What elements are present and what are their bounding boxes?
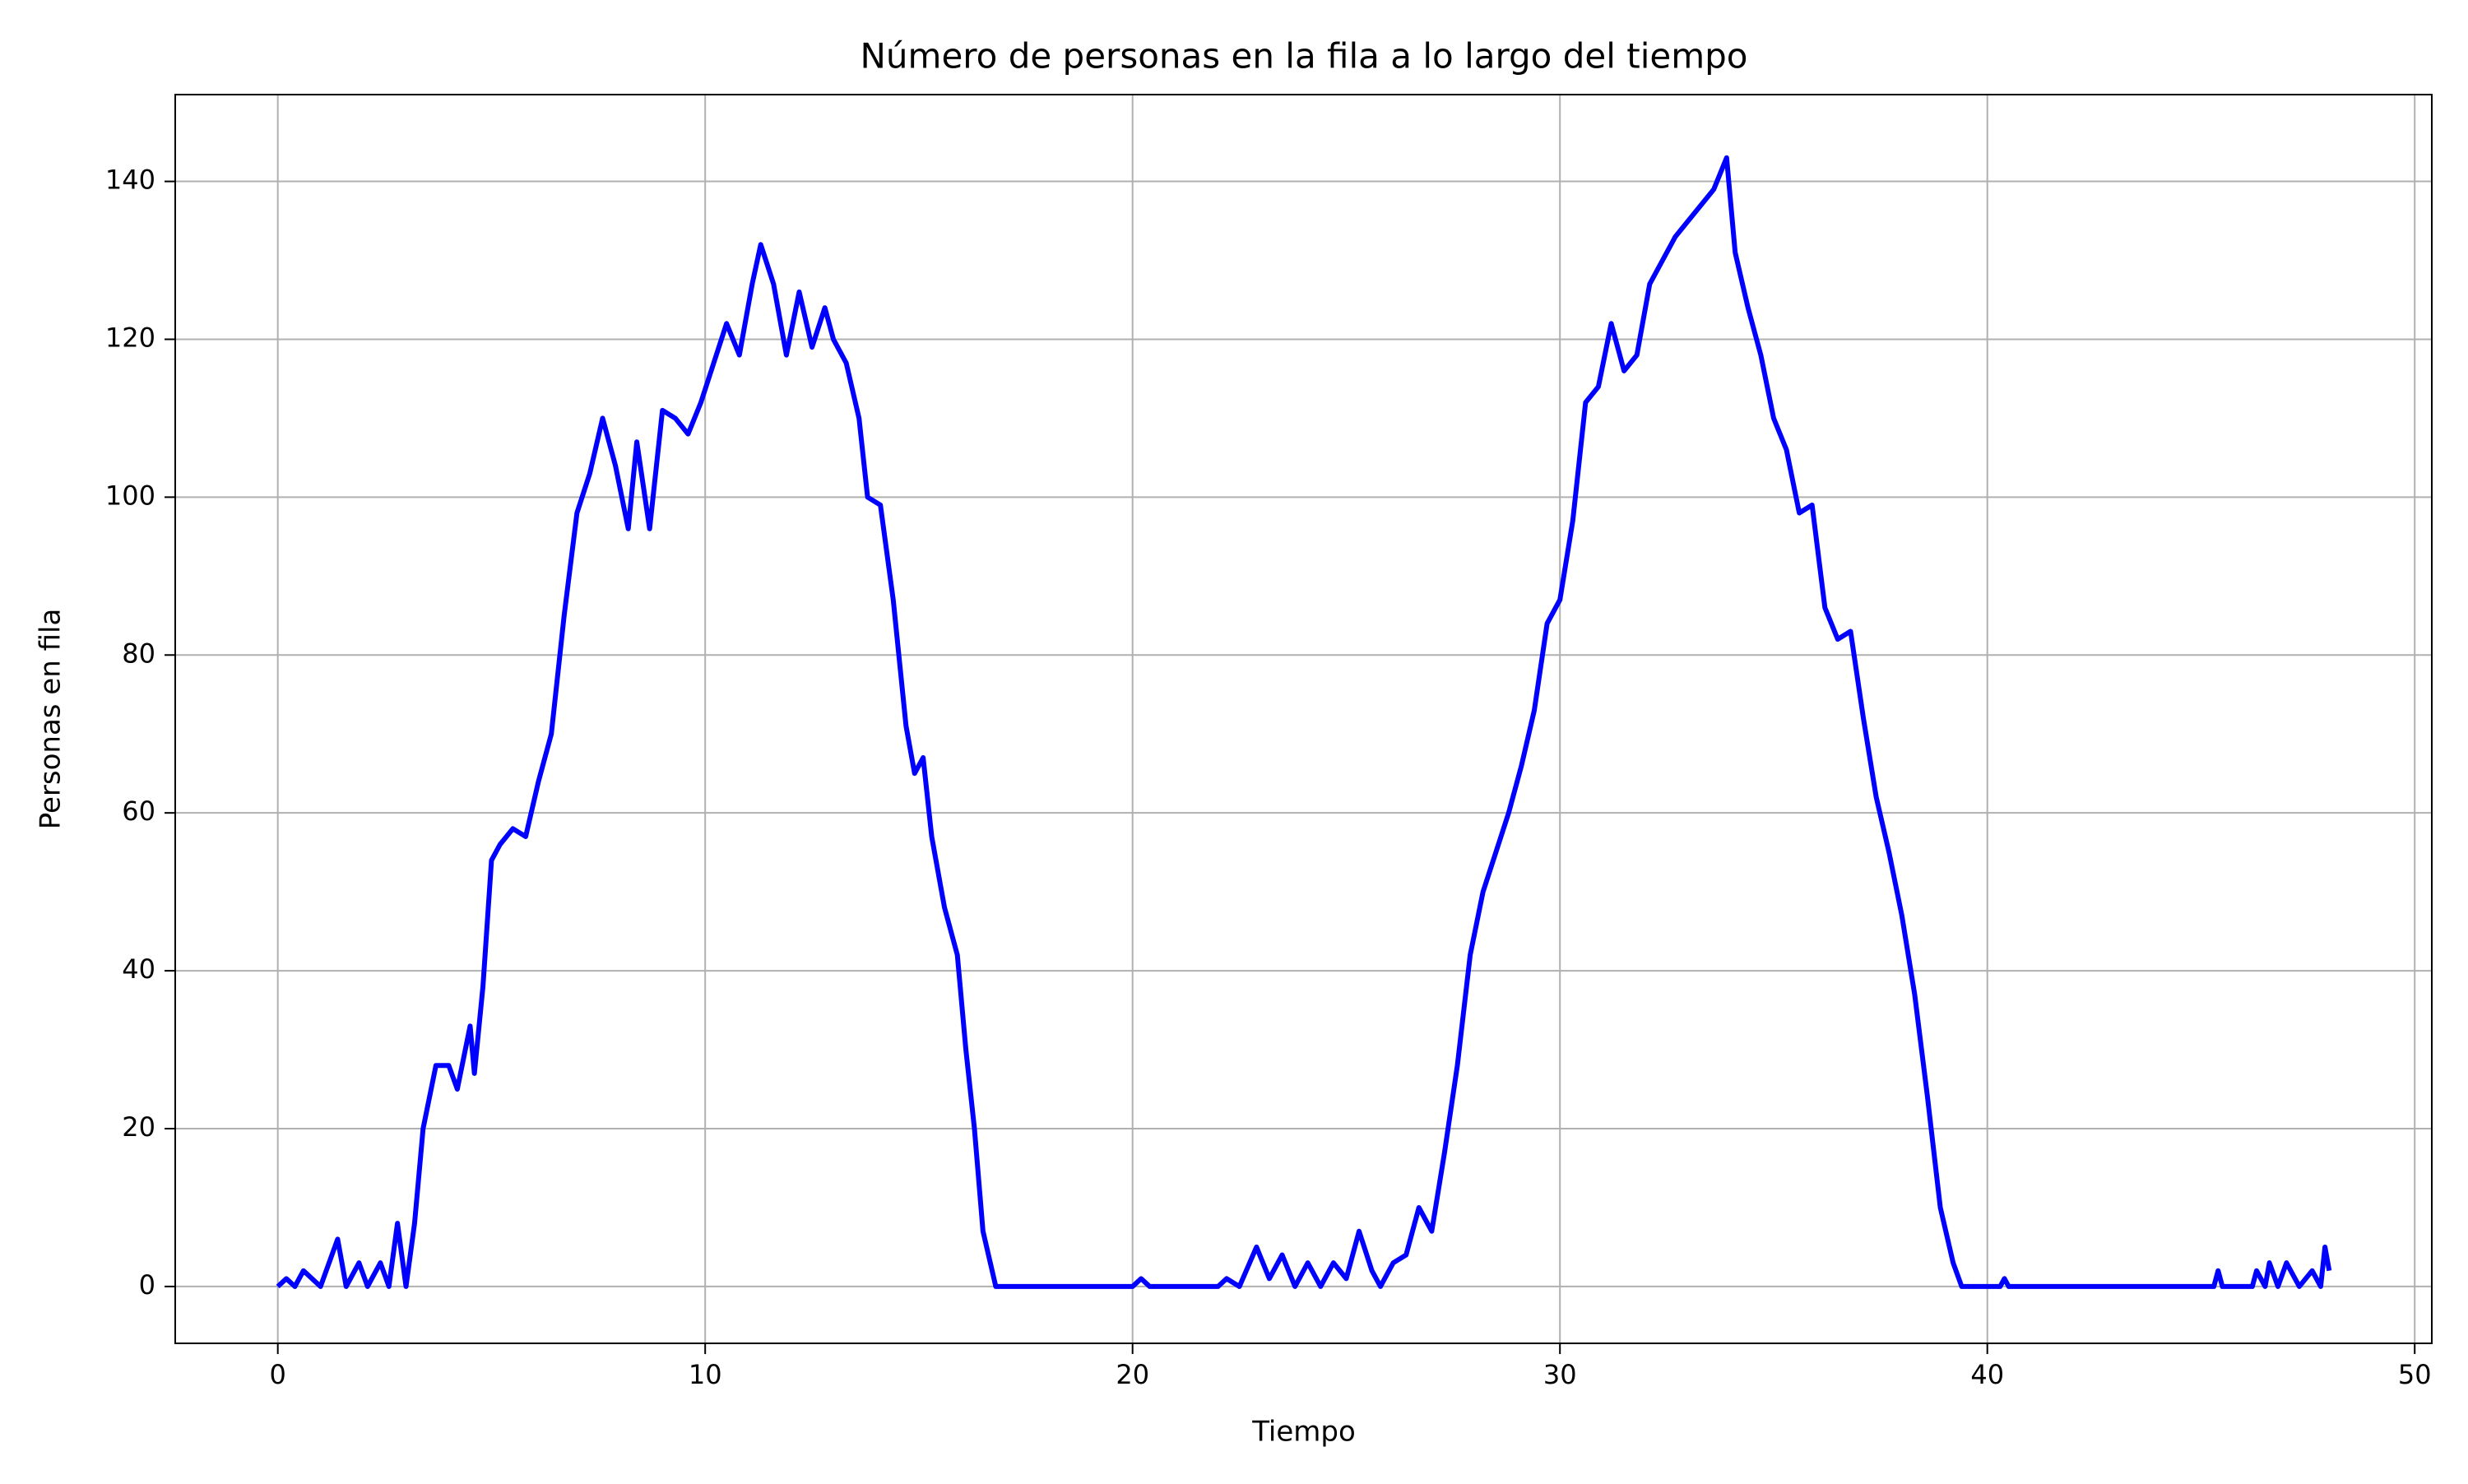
data-line xyxy=(276,155,2332,1289)
plot-frame xyxy=(174,94,2433,1344)
x-tick-label: 40 xyxy=(1970,1359,2004,1390)
x-tick-label: 30 xyxy=(1543,1359,1577,1390)
y-axis-label: Personas en fila xyxy=(35,609,67,830)
x-tick-label: 0 xyxy=(270,1359,286,1390)
y-tick-label: 100 xyxy=(105,480,155,511)
y-tick-label: 120 xyxy=(105,322,155,353)
y-tick-label: 80 xyxy=(122,638,155,669)
y-tick-label: 60 xyxy=(122,795,155,827)
x-tick-label: 10 xyxy=(689,1359,722,1390)
chart-title: Número de personas en la fila a lo largo… xyxy=(861,36,1748,77)
y-tick-label: 40 xyxy=(122,953,155,985)
x-axis-label: Tiempo xyxy=(1251,1416,1356,1449)
y-tick-label: 0 xyxy=(139,1269,155,1301)
y-tick-label: 140 xyxy=(105,165,155,196)
x-tick-label: 20 xyxy=(1116,1359,1149,1390)
x-tick-label: 50 xyxy=(2398,1359,2432,1390)
y-tick-label: 20 xyxy=(122,1111,155,1143)
